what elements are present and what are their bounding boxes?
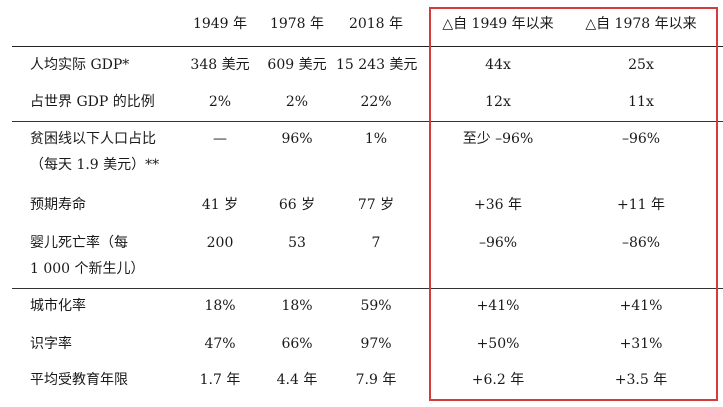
group-rule (12, 121, 723, 122)
cell-delta-1949: +36 年 (474, 197, 522, 213)
cell-delta-1949: –96% (478, 235, 518, 251)
cell-1978: 96% (281, 131, 313, 147)
cell-delta-1949: +41% (476, 298, 520, 314)
cell-delta-1978: –96% (621, 131, 661, 147)
cell-delta-1949: 44x (485, 57, 511, 73)
cell-delta-1949: 12x (485, 94, 511, 110)
cell-delta-1978: 25x (628, 57, 654, 73)
cell-2018: 77 岁 (357, 197, 395, 213)
cell-1949: 41 岁 (201, 197, 239, 213)
cell-delta-1978: +41% (619, 298, 663, 314)
row-label: 城市化率 (30, 298, 86, 314)
cell-delta-1978: 11x (628, 94, 654, 110)
cell-2018: 97% (360, 336, 392, 352)
cell-1978: 66% (281, 336, 313, 352)
cell-1978: 18% (281, 298, 313, 314)
cell-delta-1978: –86% (621, 235, 661, 251)
row-label: 婴儿死亡率（每 (30, 235, 128, 251)
row-label-line-2: 1 000 个新生儿） (30, 261, 145, 277)
cell-1949: 47% (204, 336, 236, 352)
cell-1978: 609 美元 (267, 57, 327, 73)
cell-1949: 2% (208, 94, 232, 110)
cell-2018: 7.9 年 (355, 372, 397, 388)
row-label: 人均实际 GDP* (30, 57, 130, 73)
cell-2018: 1% (364, 131, 388, 147)
row-label: 占世界 GDP 的比例 (30, 94, 155, 110)
cell-1949: 18% (204, 298, 236, 314)
column-header-1978: 1978 年 (269, 16, 325, 32)
cell-delta-1978: +3.5 年 (614, 372, 668, 388)
row-label: 预期寿命 (30, 197, 86, 213)
cell-2018: 7 (371, 235, 381, 251)
cell-1949: 348 美元 (190, 57, 250, 73)
row-label: 识字率 (30, 336, 72, 352)
cell-1978: 66 岁 (278, 197, 316, 213)
cell-2018: 59% (360, 298, 392, 314)
cell-1978: 53 (288, 235, 306, 251)
row-label-line-2: （每天 1.9 美元）** (30, 157, 160, 173)
cell-1978: 2% (285, 94, 309, 110)
cell-1949: 200 (206, 235, 234, 251)
cell-1949: 1.7 年 (199, 372, 241, 388)
column-header-2018: 2018 年 (348, 16, 404, 32)
cell-2018: 22% (360, 94, 392, 110)
header-rule (12, 46, 723, 47)
cell-delta-1949: +50% (476, 336, 520, 352)
group-rule (12, 288, 723, 289)
cell-delta-1978: +31% (619, 336, 663, 352)
row-label: 平均受教育年限 (30, 372, 128, 388)
cell-2018: 15 243 美元 (336, 57, 418, 73)
cell-1949: — (213, 131, 227, 147)
column-header-delta-1978: △自 1978 年以来 (585, 16, 697, 32)
row-label: 贫困线以下人口占比 (30, 131, 156, 147)
cell-delta-1949: +6.2 年 (471, 372, 525, 388)
cell-delta-1978: +11 年 (617, 197, 665, 213)
cell-1978: 4.4 年 (276, 372, 318, 388)
column-header-1949: 1949 年 (192, 16, 248, 32)
column-header-delta-1949: △自 1949 年以来 (442, 16, 554, 32)
cell-delta-1949: 至少 –96% (462, 131, 534, 147)
